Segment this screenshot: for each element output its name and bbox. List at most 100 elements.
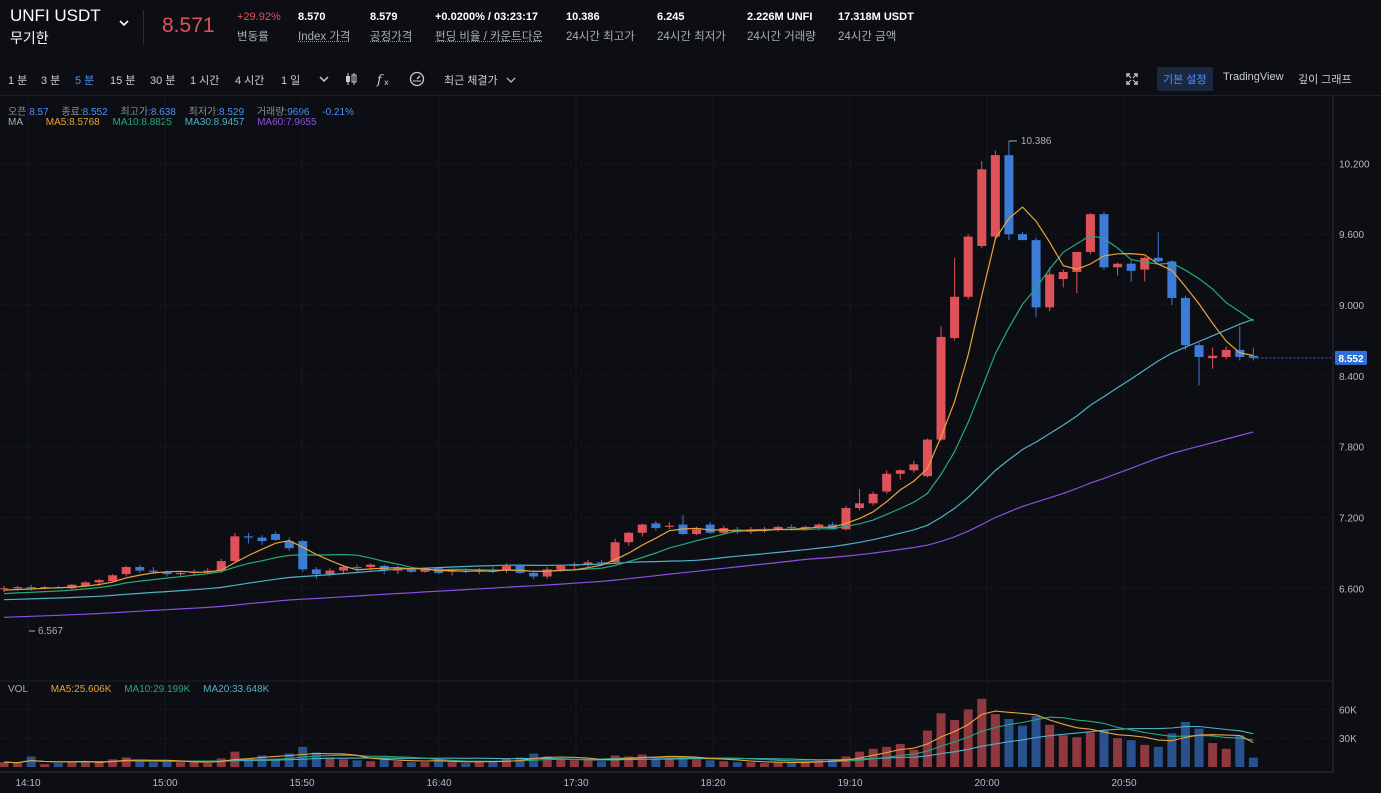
volume-bar bbox=[108, 759, 118, 767]
timeframe-30m[interactable]: 30 분 bbox=[150, 75, 176, 87]
stat-label[interactable]: Index 가격 bbox=[298, 31, 351, 43]
stat-funding-rate[interactable]: +0.0200% / 03:23:17 펀딩 비율 / 카운트다운 bbox=[435, 11, 543, 44]
candle-body bbox=[162, 571, 172, 575]
candle-body bbox=[841, 508, 851, 530]
candle-body bbox=[610, 542, 620, 563]
view-tradingview[interactable]: TradingView bbox=[1223, 71, 1284, 83]
candle-body bbox=[1072, 251, 1082, 272]
candle-body bbox=[678, 524, 688, 534]
change-value: -0.21% bbox=[322, 107, 354, 118]
price-tick-label: 7.800 bbox=[1339, 443, 1364, 454]
timeframe-1h[interactable]: 1 시간 bbox=[190, 75, 220, 87]
timeframe-1d[interactable]: 1 일 bbox=[281, 75, 301, 87]
timeframe-1m[interactable]: 1 분 bbox=[8, 75, 28, 87]
view-basic[interactable]: 기본 설정 bbox=[1157, 67, 1213, 91]
volume-bar bbox=[529, 753, 539, 767]
ma60-line bbox=[3, 431, 1254, 618]
stat-value: +29.92% bbox=[237, 11, 281, 23]
volume-bar bbox=[501, 758, 511, 767]
stat-label[interactable]: 펀딩 비율 / 카운트다운 bbox=[435, 31, 543, 43]
candle-body bbox=[203, 570, 213, 572]
low-marker-label: 6.567 bbox=[38, 626, 63, 637]
indicator-fx-icon[interactable]: f x bbox=[375, 70, 393, 88]
timeframe-5m[interactable]: 5 분 bbox=[75, 75, 95, 87]
price-tick-label: 7.200 bbox=[1339, 513, 1364, 524]
volume-bar bbox=[216, 758, 226, 767]
volume-legend: VOL MA5:25.606K MA10:29.199K MA20:33.648… bbox=[8, 684, 279, 695]
candle-body bbox=[719, 528, 729, 533]
volume-bar bbox=[135, 761, 145, 767]
volume-bar bbox=[569, 760, 579, 767]
volume-bar bbox=[651, 757, 661, 767]
time-tick-label: 19:10 bbox=[837, 778, 862, 789]
stat-label[interactable]: 공정가격 bbox=[370, 31, 413, 43]
candle-body bbox=[868, 493, 878, 504]
candle-body bbox=[121, 567, 131, 575]
contract-type: 무기한 bbox=[10, 30, 49, 46]
volume-bar bbox=[434, 759, 444, 767]
candle-body bbox=[1153, 257, 1163, 262]
chevron-down-icon[interactable] bbox=[315, 70, 333, 88]
stat-index-price[interactable]: 8.570 Index 가격 bbox=[298, 11, 351, 44]
chevron-down-icon bbox=[506, 77, 516, 83]
high-value: 8.638 bbox=[150, 107, 176, 118]
high-label: 최고가: bbox=[120, 107, 151, 118]
timeframe-3m[interactable]: 3 분 bbox=[41, 75, 61, 87]
stat-label: 24시간 최고가 bbox=[566, 31, 635, 43]
candle-body bbox=[787, 526, 797, 529]
volume-bar bbox=[40, 764, 50, 767]
vol-ma5-line bbox=[3, 710, 1254, 764]
candle-body bbox=[922, 439, 932, 477]
candle-body bbox=[1126, 263, 1136, 271]
candle-body bbox=[135, 567, 145, 571]
volume-bar bbox=[597, 761, 607, 767]
stat-value: 8.570 bbox=[298, 11, 326, 23]
chevron-down-icon[interactable] bbox=[118, 17, 130, 29]
volume-bar bbox=[1099, 730, 1109, 767]
timeframe-4h[interactable]: 4 시간 bbox=[235, 75, 265, 87]
symbol-name[interactable]: UNFI USDT bbox=[10, 6, 101, 25]
candle-body bbox=[216, 561, 226, 571]
candle-body bbox=[257, 537, 267, 542]
volume-bar bbox=[664, 758, 674, 767]
candle-body bbox=[1140, 257, 1150, 270]
last-price: 8.571 bbox=[162, 14, 215, 37]
fullscreen-icon[interactable] bbox=[1123, 70, 1141, 88]
vol-ma10-line bbox=[3, 716, 1254, 764]
high-marker-label: 10.386 bbox=[1021, 136, 1052, 147]
candle-body bbox=[447, 570, 457, 572]
candlestick-type-icon[interactable] bbox=[342, 70, 360, 88]
view-depth-chart[interactable]: 깊이 그래프 bbox=[1298, 74, 1352, 86]
candle-body bbox=[1248, 355, 1258, 359]
candle-body bbox=[637, 524, 647, 533]
volume-bar bbox=[325, 757, 335, 767]
candle-body bbox=[1167, 261, 1177, 298]
candle-body bbox=[434, 568, 444, 573]
stat-fair-price[interactable]: 8.579 공정가격 bbox=[370, 11, 412, 44]
volume-bar bbox=[189, 762, 199, 767]
candle-body bbox=[1031, 240, 1041, 308]
candle-body bbox=[977, 169, 987, 247]
candle-body bbox=[882, 473, 892, 492]
volume-bar bbox=[1126, 740, 1136, 767]
volume-bar bbox=[1140, 744, 1150, 767]
ma10-line bbox=[3, 234, 1254, 595]
ma60-value: MA60:7.9655 bbox=[257, 117, 317, 128]
gauge-settings-icon[interactable] bbox=[408, 70, 426, 88]
volume-bar bbox=[990, 714, 1000, 767]
candle-body bbox=[542, 569, 552, 577]
volume-bar bbox=[148, 762, 158, 767]
volume-bar bbox=[800, 762, 810, 767]
candle-body bbox=[1194, 345, 1204, 357]
last-price-type-dropdown[interactable]: 최근 체결가 bbox=[444, 72, 516, 88]
candle-body bbox=[759, 529, 769, 531]
candle-body bbox=[311, 569, 321, 575]
volume-bar bbox=[1248, 757, 1258, 767]
stat-24h-volume: 2.226M UNFI 24시간 거래량 bbox=[747, 11, 816, 44]
candle-body bbox=[298, 541, 308, 570]
dropdown-label: 최근 체결가 bbox=[444, 75, 498, 87]
timeframe-15m[interactable]: 15 분 bbox=[110, 75, 136, 87]
volume-bar bbox=[542, 756, 552, 767]
volume-tick-label: 60K bbox=[1339, 705, 1357, 716]
volume-bar bbox=[759, 763, 769, 767]
